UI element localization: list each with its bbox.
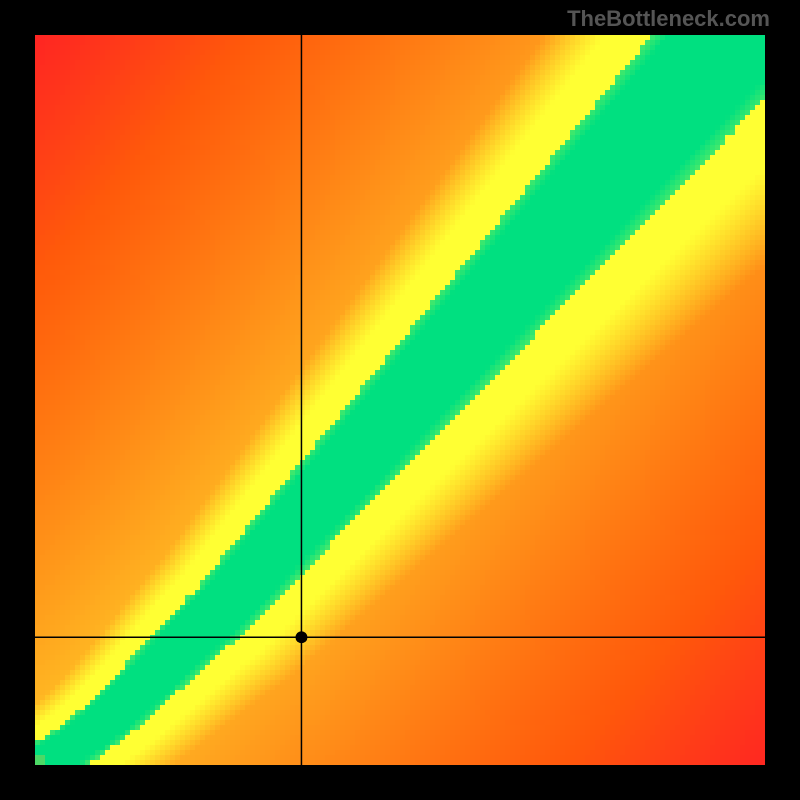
heatmap-canvas [35,35,765,765]
heatmap-plot [35,35,765,765]
watermark-text: TheBottleneck.com [567,6,770,32]
chart-container: TheBottleneck.com [0,0,800,800]
